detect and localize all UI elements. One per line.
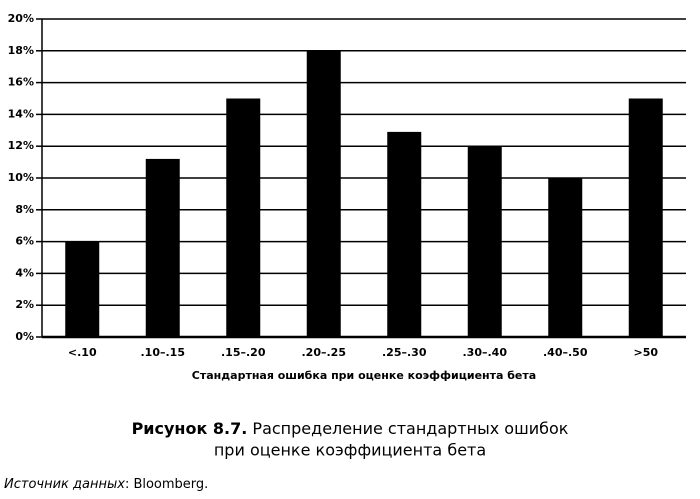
x-tick-label: <.10 [68, 346, 97, 359]
bar [306, 50, 341, 338]
y-tick-label: 18% [8, 44, 34, 57]
caption-line: Рисунок 8.7. Распределение стандартных о… [132, 419, 569, 438]
caption-label: Рисунок 8.7. [132, 419, 248, 438]
bar [226, 98, 261, 337]
x-tick-label: >50 [633, 346, 658, 359]
bar [548, 178, 583, 337]
x-tick-label: .40–.50 [543, 346, 588, 359]
x-tick-label: .25–.30 [382, 346, 427, 359]
y-tick-label: 0% [15, 330, 34, 343]
x-tick-label: .15–.20 [221, 346, 266, 359]
y-tick-label: 2% [15, 298, 34, 311]
y-tick-label: 14% [8, 107, 34, 120]
x-tick-label: .30–.40 [463, 346, 508, 359]
bar [628, 98, 663, 337]
y-tick-label: 8% [15, 203, 34, 216]
source-label: Источник данных [4, 477, 125, 492]
x-tick-label: .20–.25 [302, 346, 346, 359]
y-tick-label: 20% [8, 12, 34, 25]
x-axis-label: Стандартная ошибка при оценке коэффициен… [192, 369, 536, 382]
y-tick-label: 12% [8, 139, 34, 152]
y-tick-label: 6% [15, 235, 34, 248]
source-text: : Bloomberg. [125, 477, 208, 492]
x-tick-label: .10–.15 [141, 346, 185, 359]
caption-text: Распределение стандартных ошибок [252, 419, 568, 438]
bar [145, 158, 180, 337]
bar [65, 241, 100, 337]
bar [467, 146, 502, 337]
y-tick-label: 4% [15, 266, 34, 279]
source-line: Источник данных: Bloomberg. [4, 477, 208, 492]
y-tick-label: 10% [8, 171, 34, 184]
y-tick-label: 16% [8, 76, 34, 89]
caption-text: при оценке коэффициента бета [214, 441, 486, 460]
bar [387, 131, 422, 337]
